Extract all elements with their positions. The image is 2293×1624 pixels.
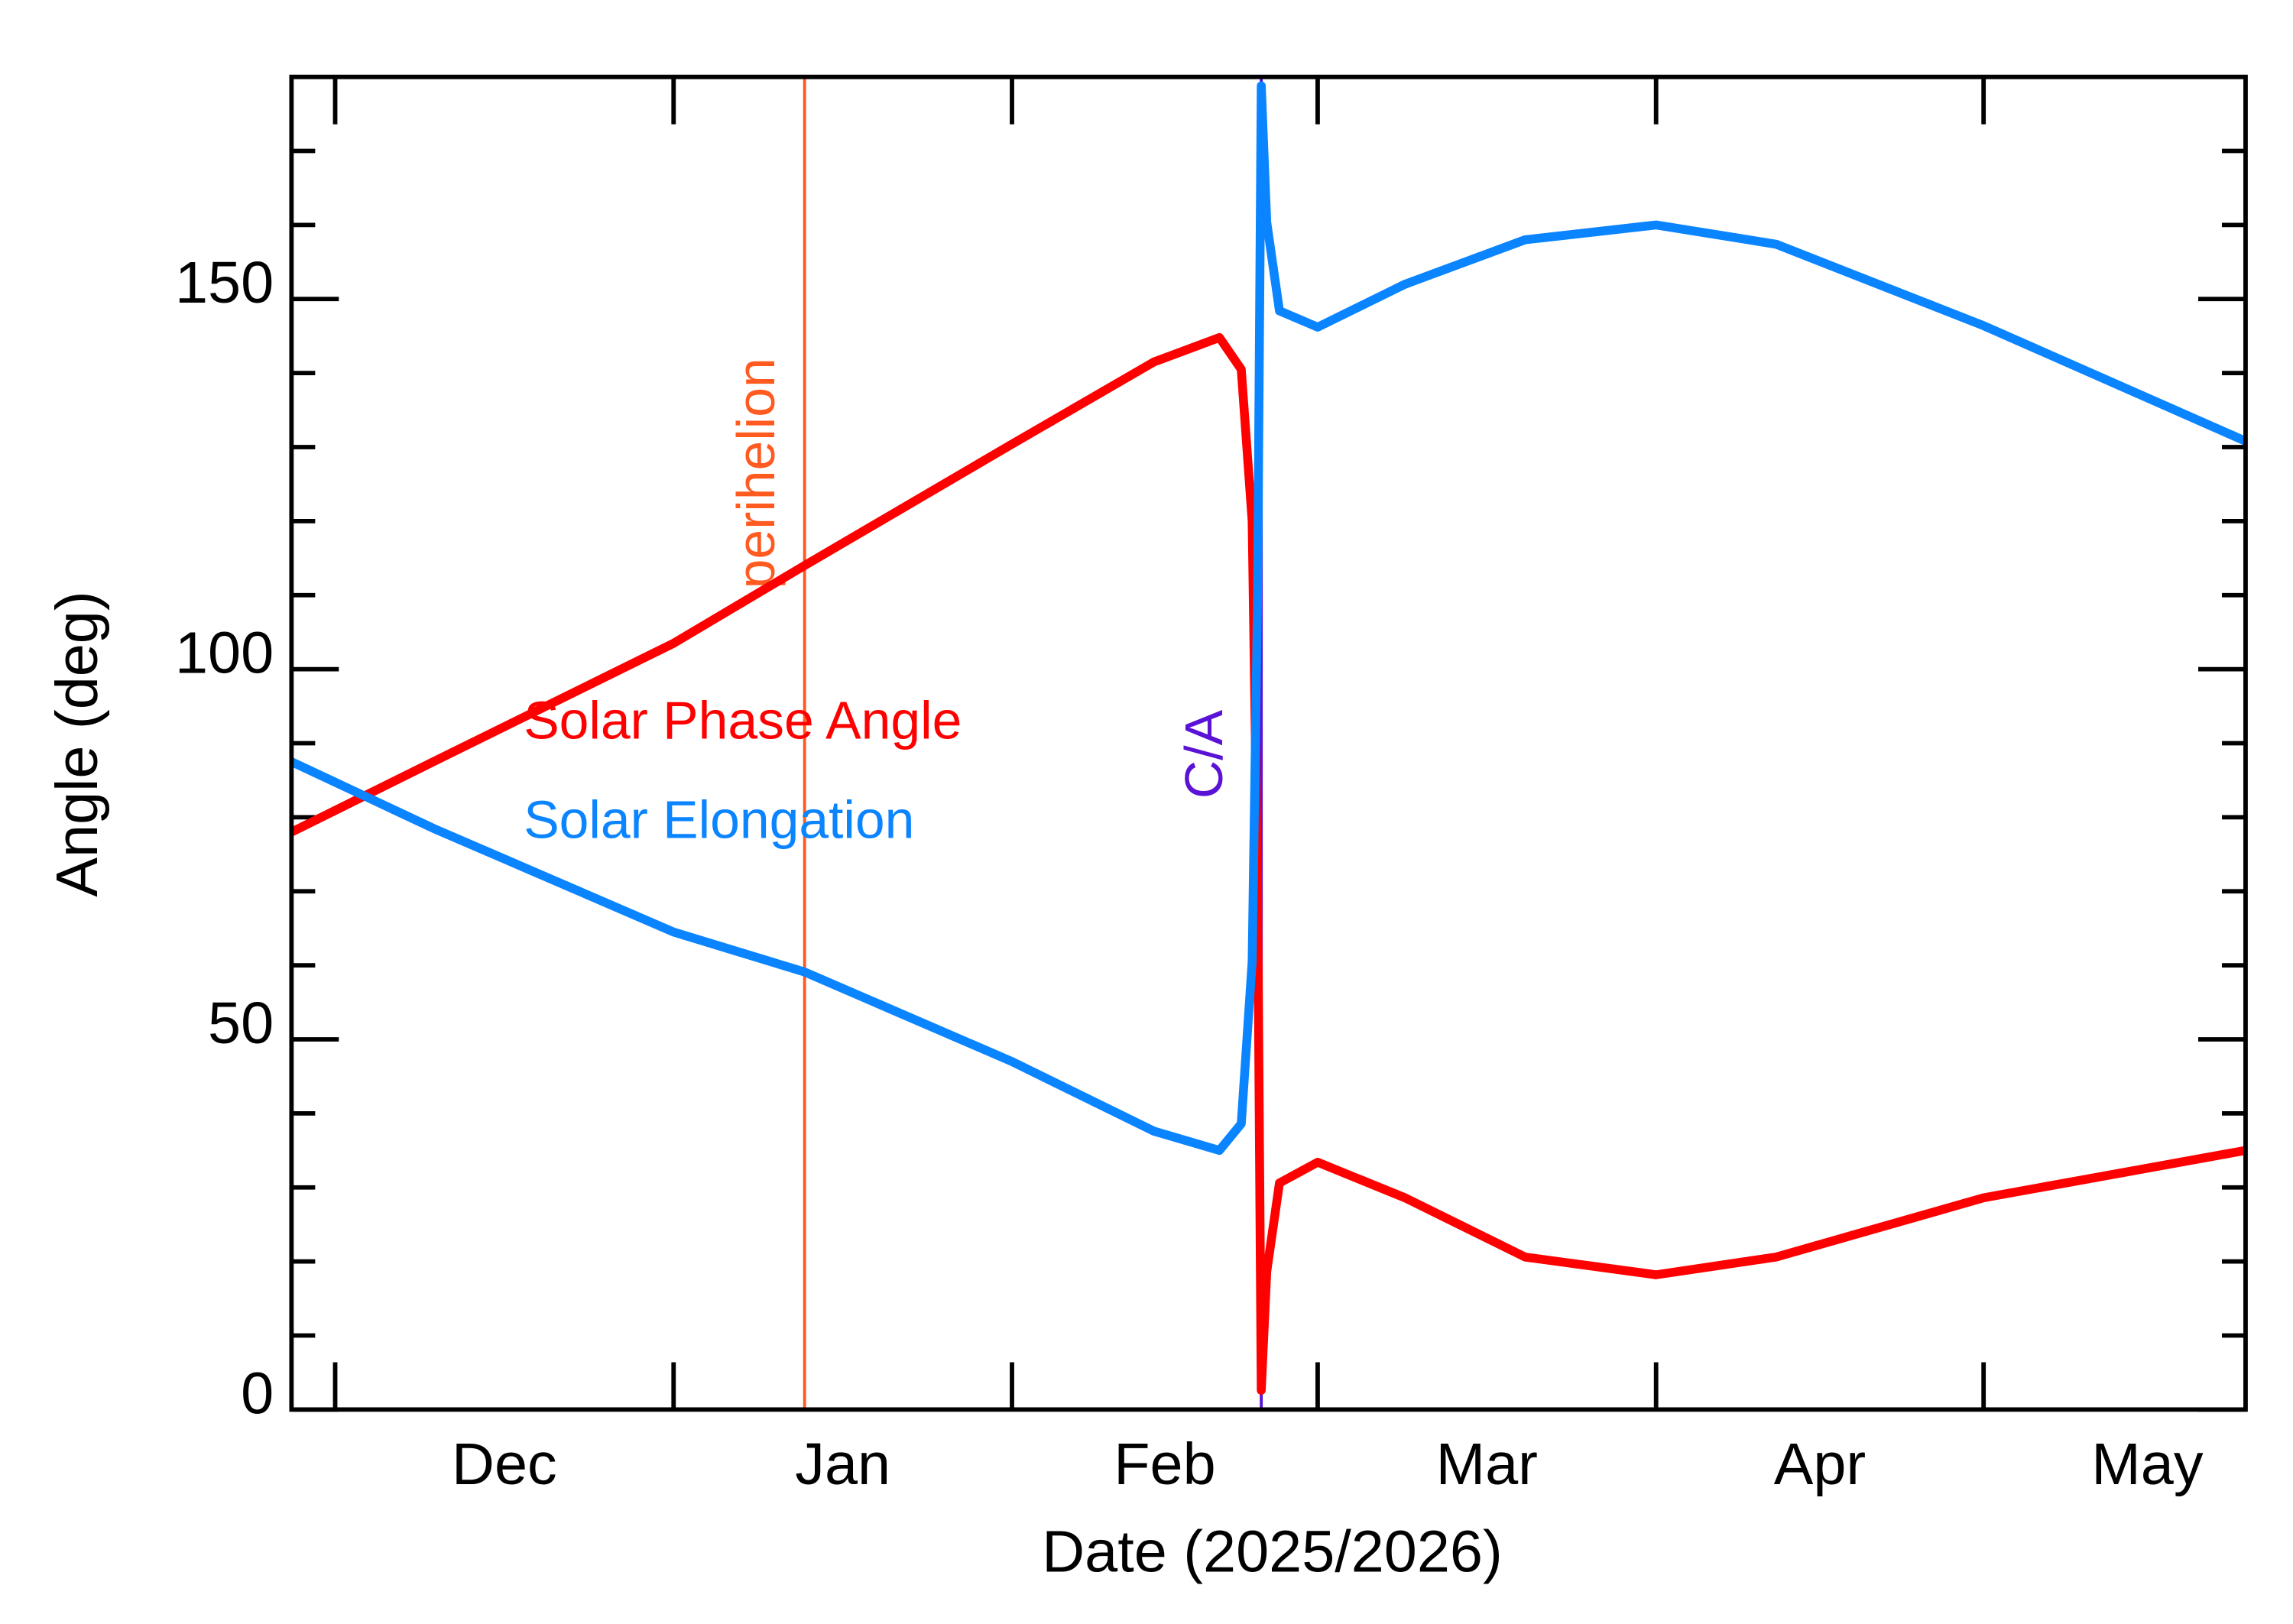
y-axis-label: Angle (deg) [44, 591, 110, 896]
legend-label: Solar Elongation [524, 789, 914, 849]
x-tick-label: Feb [1114, 1431, 1215, 1497]
y-tick-label: 150 [175, 250, 274, 316]
series-line [289, 81, 2248, 1156]
y-tick-label: 100 [175, 621, 274, 686]
x-tick-label: Apr [1774, 1431, 1866, 1497]
x-tick-label: Jan [795, 1431, 890, 1497]
x-tick-label: Dec [452, 1431, 557, 1497]
event-label: C/A [1174, 709, 1234, 799]
plot-frame [289, 74, 2248, 1412]
x-tick-label: May [2091, 1431, 2204, 1497]
event-label: perihelion [726, 358, 786, 588]
series-line [289, 332, 2246, 1395]
y-tick-label: 50 [208, 990, 274, 1056]
x-tick-label: Mar [1436, 1431, 1538, 1497]
y-tick-label: 0 [241, 1360, 274, 1426]
legend-label: Solar Phase Angle [524, 691, 962, 750]
x-axis-label: Date (2025/2026) [1042, 1519, 1502, 1584]
